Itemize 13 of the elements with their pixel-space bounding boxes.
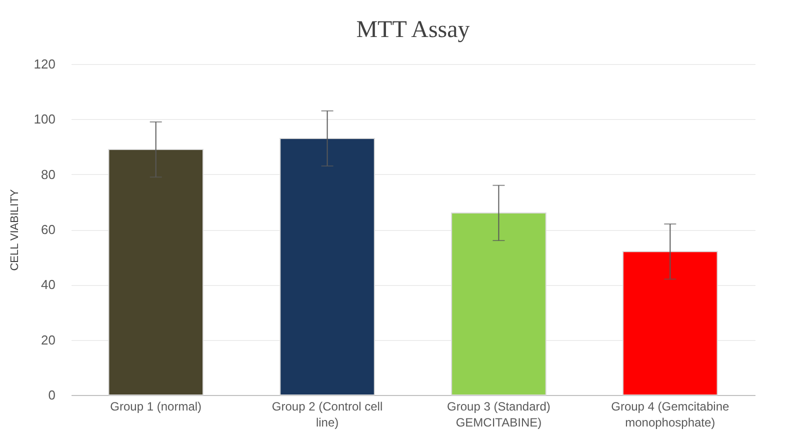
chart-title: MTT Assay (356, 17, 470, 43)
y-tick-label: 0 (48, 388, 56, 402)
y-tick-label: 120 (34, 56, 56, 72)
y-tick-label: 20 (41, 332, 56, 348)
y-axis-title: CELL VIABILITY (8, 188, 21, 271)
y-tick-label: 80 (41, 166, 56, 182)
x-tick-label: Group 2 (Control cell line) (272, 400, 383, 430)
x-tick-label: Group 3 (Standard) GEMCITABINE) (447, 400, 550, 430)
y-tick-label: 60 (41, 222, 56, 237)
x-tick-label: Group 4 (Gemcitabine monophosphate) (611, 400, 730, 430)
y-tick-label: 40 (41, 277, 56, 292)
y-tick-label: 100 (34, 112, 56, 127)
x-tick-label: Group 1 (normal) (110, 400, 202, 414)
